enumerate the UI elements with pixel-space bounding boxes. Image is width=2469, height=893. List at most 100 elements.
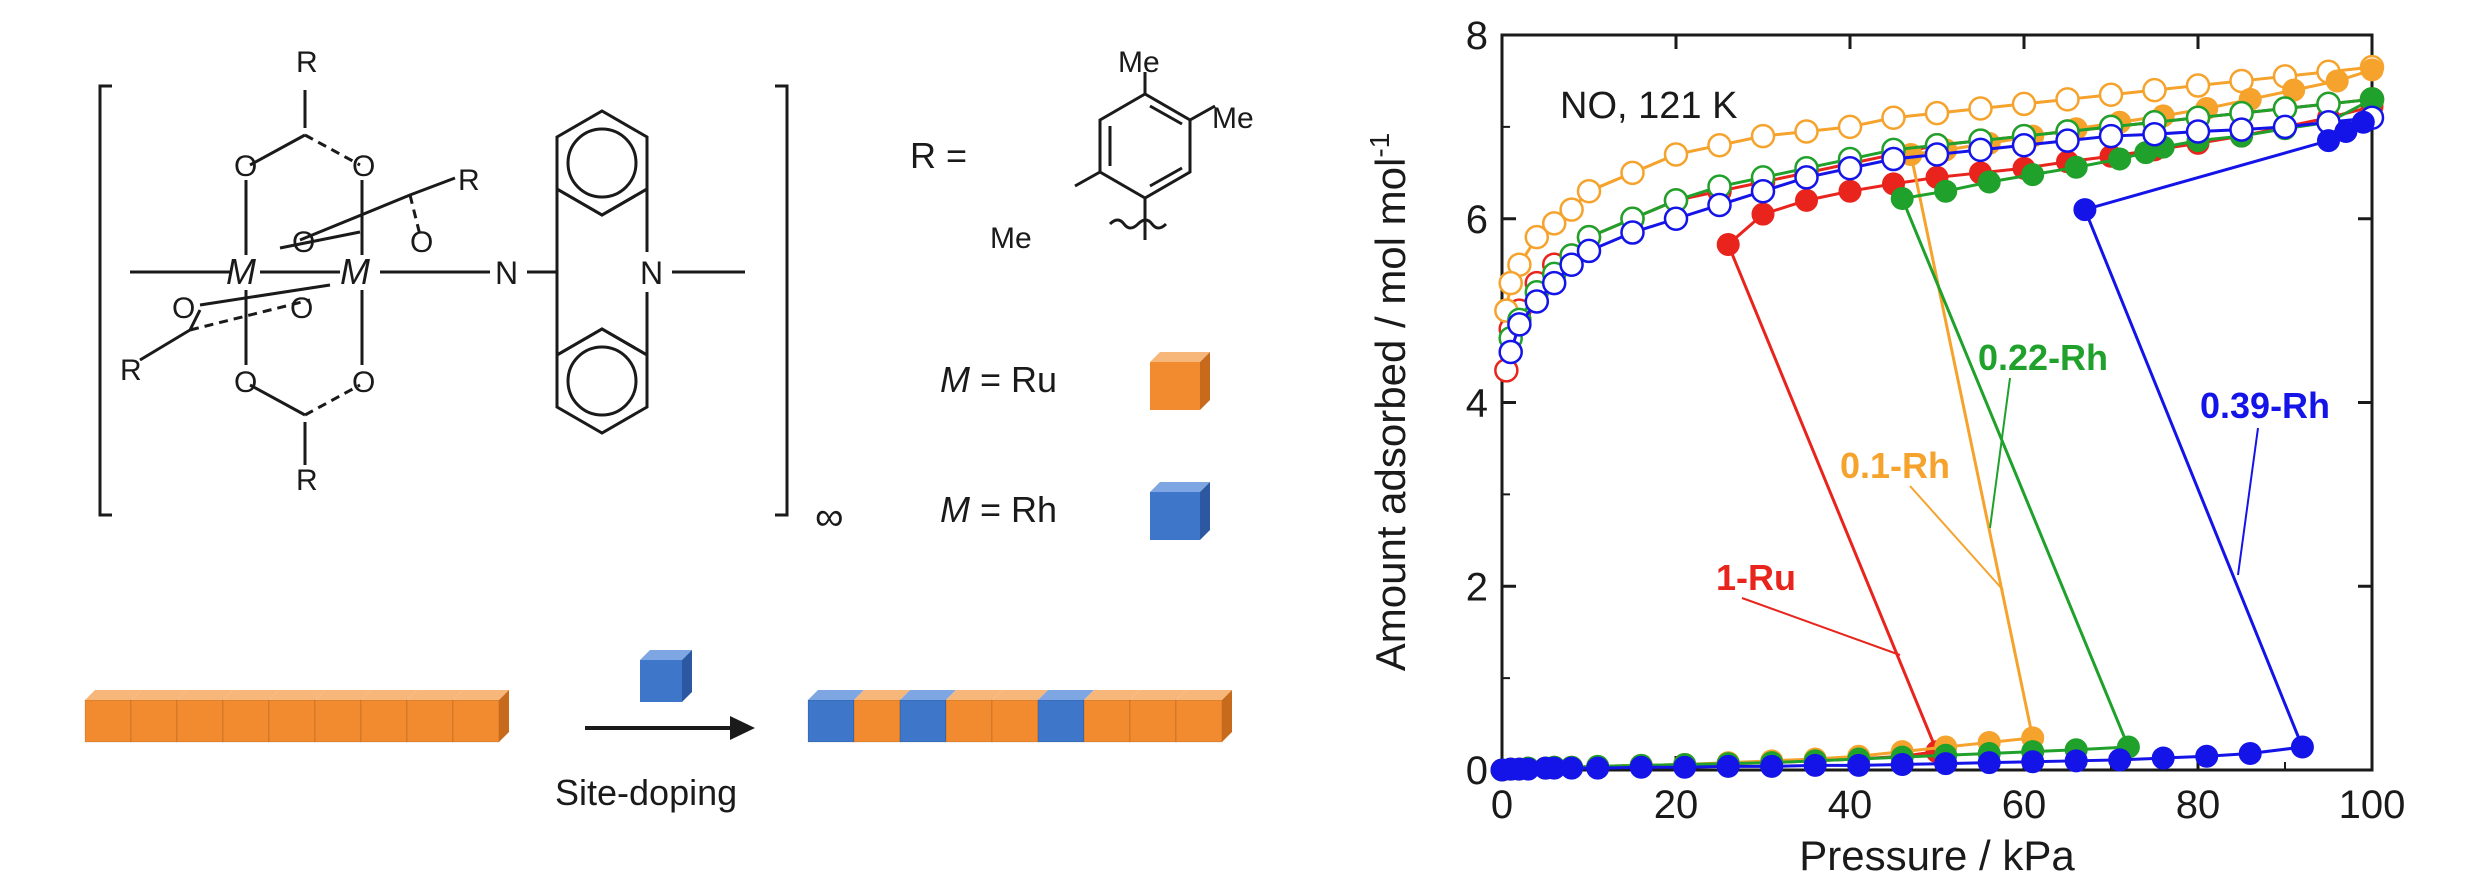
x-tick-label: 20 [1654, 783, 1699, 827]
adsorption-point [1838, 179, 1862, 203]
desorption-point [1881, 105, 1906, 130]
svg-text:M= Rh: M = Rh [940, 489, 1057, 530]
desorption-point [1663, 142, 1689, 167]
desorption-point [1559, 252, 1584, 277]
site-doping-arrow [585, 716, 755, 740]
wavy-bond [1108, 218, 1168, 230]
metal-legend: M = Ru M = Rh [940, 352, 1210, 540]
methyl-label: Me [1118, 46, 1160, 79]
metal-symbol-ru: M [940, 359, 970, 400]
series-0-39-rh [1490, 105, 2385, 782]
chain-cube-ru [1129, 690, 1186, 743]
leader-line [1989, 377, 2011, 529]
desorption-point [1559, 197, 1584, 222]
r-label-bottom: R [296, 464, 318, 497]
desorption-point [2142, 77, 2167, 103]
desorption-point [1707, 133, 1732, 158]
isotherm-chart: 0 20 40 60 80 100 0 2 4 6 8 NO, 121 K Pressure / k… [1364, 14, 2405, 879]
desorption-point [1924, 142, 1950, 167]
adsorption-point [2064, 155, 2088, 179]
y-tick-label: 2 [1466, 565, 1488, 609]
chain-cube-ru [314, 690, 371, 743]
adsorption-line [1501, 105, 2373, 772]
r-label-top: R [296, 46, 318, 79]
adsorption-point [1716, 232, 1740, 256]
r-label-right: R [458, 164, 480, 197]
desorption-point [1837, 155, 1863, 181]
adsorption-point [2108, 147, 2132, 171]
desorption-point [1881, 146, 1906, 172]
svg-text:M= Ru: M = Ru [940, 359, 1057, 400]
adsorption-point [2151, 746, 2175, 770]
methyl-label: Me [1212, 102, 1254, 135]
chain-cube-ru [406, 690, 463, 743]
x-tick-label: 60 [2002, 783, 2047, 827]
adsorption-point [2021, 163, 2045, 187]
desorption-point [1524, 289, 1550, 314]
desorption-point [1794, 165, 1819, 190]
adsorption-point [2108, 748, 2132, 772]
r-label-left: R [120, 354, 142, 387]
chain-cube-ru [360, 690, 417, 743]
svg-text:Amount adsorbed / mol mol-1: Amount adsorbed / mol mol-1 [1364, 133, 1414, 671]
adsorption-point [1586, 756, 1610, 780]
o-label: O [172, 292, 195, 325]
desorption-point [2055, 87, 2080, 112]
o-label: O [290, 292, 313, 325]
o-label: O [352, 150, 375, 183]
leader-line [1741, 597, 1901, 656]
metal-rh-label: = Rh [980, 489, 1057, 530]
rh-cube-icon [1150, 482, 1210, 540]
series-label-1-ru: 1-Ru [1716, 557, 1796, 598]
y-tick-label: 4 [1466, 382, 1488, 426]
adsorption-point [2021, 750, 2045, 774]
adsorption-point [1751, 202, 1775, 226]
x-axis-label: Pressure / kPa [1799, 832, 2075, 879]
desorption-point [1576, 178, 1602, 204]
series-label-0-39-rh: 0.39-Rh [2200, 385, 2330, 426]
desorption-point [2185, 119, 2211, 144]
o-label: O [292, 226, 315, 259]
chain-cube-ru [176, 690, 233, 743]
metal-symbol-rh: M [940, 489, 970, 530]
chain-cube-ru [130, 690, 187, 743]
y-tick-label: 0 [1466, 749, 1488, 793]
adsorption-point [2064, 749, 2088, 773]
desorption-point [1498, 339, 1523, 365]
adsorption-point [1795, 188, 1818, 212]
adsorption-point [1847, 753, 1871, 777]
chart-annotation: NO, 121 K [1560, 85, 1737, 127]
desorption-point [1576, 238, 1602, 264]
left-bracket [98, 84, 112, 517]
chain-cube-ru [945, 690, 1002, 743]
undoped-chain [84, 690, 509, 743]
chain-cube-ru [1175, 690, 1232, 743]
methyl-label: Me [990, 222, 1032, 255]
axis-ticks: 0 20 40 60 80 100 0 2 4 6 8 [1466, 14, 2406, 827]
desorption-point [1750, 123, 1776, 149]
site-doping-label: Site-doping [555, 772, 737, 813]
desorption-point [2272, 114, 2298, 140]
desorption-point [1707, 192, 1732, 218]
desorption-point [2011, 133, 2037, 158]
adsorption-point [2238, 741, 2262, 765]
adsorption-point [2351, 110, 2375, 134]
adsorption-point [1934, 179, 1958, 203]
adsorption-point [2360, 58, 2384, 82]
desorption-point [1663, 206, 1689, 231]
y-axis-label: Amount adsorbed / mol mol [1367, 158, 1414, 672]
adsorption-point [1716, 754, 1740, 778]
r-group-definition: R = Me Me Me [910, 46, 1254, 255]
chain-cube-ru [1083, 690, 1140, 743]
desorption-point [2055, 128, 2080, 153]
chain-cube-ru [268, 690, 325, 743]
desorption-point [2229, 117, 2254, 142]
r-equals-label: R = [910, 135, 967, 176]
phenazine-ligand: N N [493, 109, 745, 435]
metal-label: M [340, 251, 370, 292]
desorption-point [1968, 137, 1993, 163]
y-axis-title: Amount adsorbed / mol mol-1 [1364, 133, 1414, 671]
desorption-point [2098, 82, 2124, 107]
desorption-point [2185, 73, 2211, 98]
